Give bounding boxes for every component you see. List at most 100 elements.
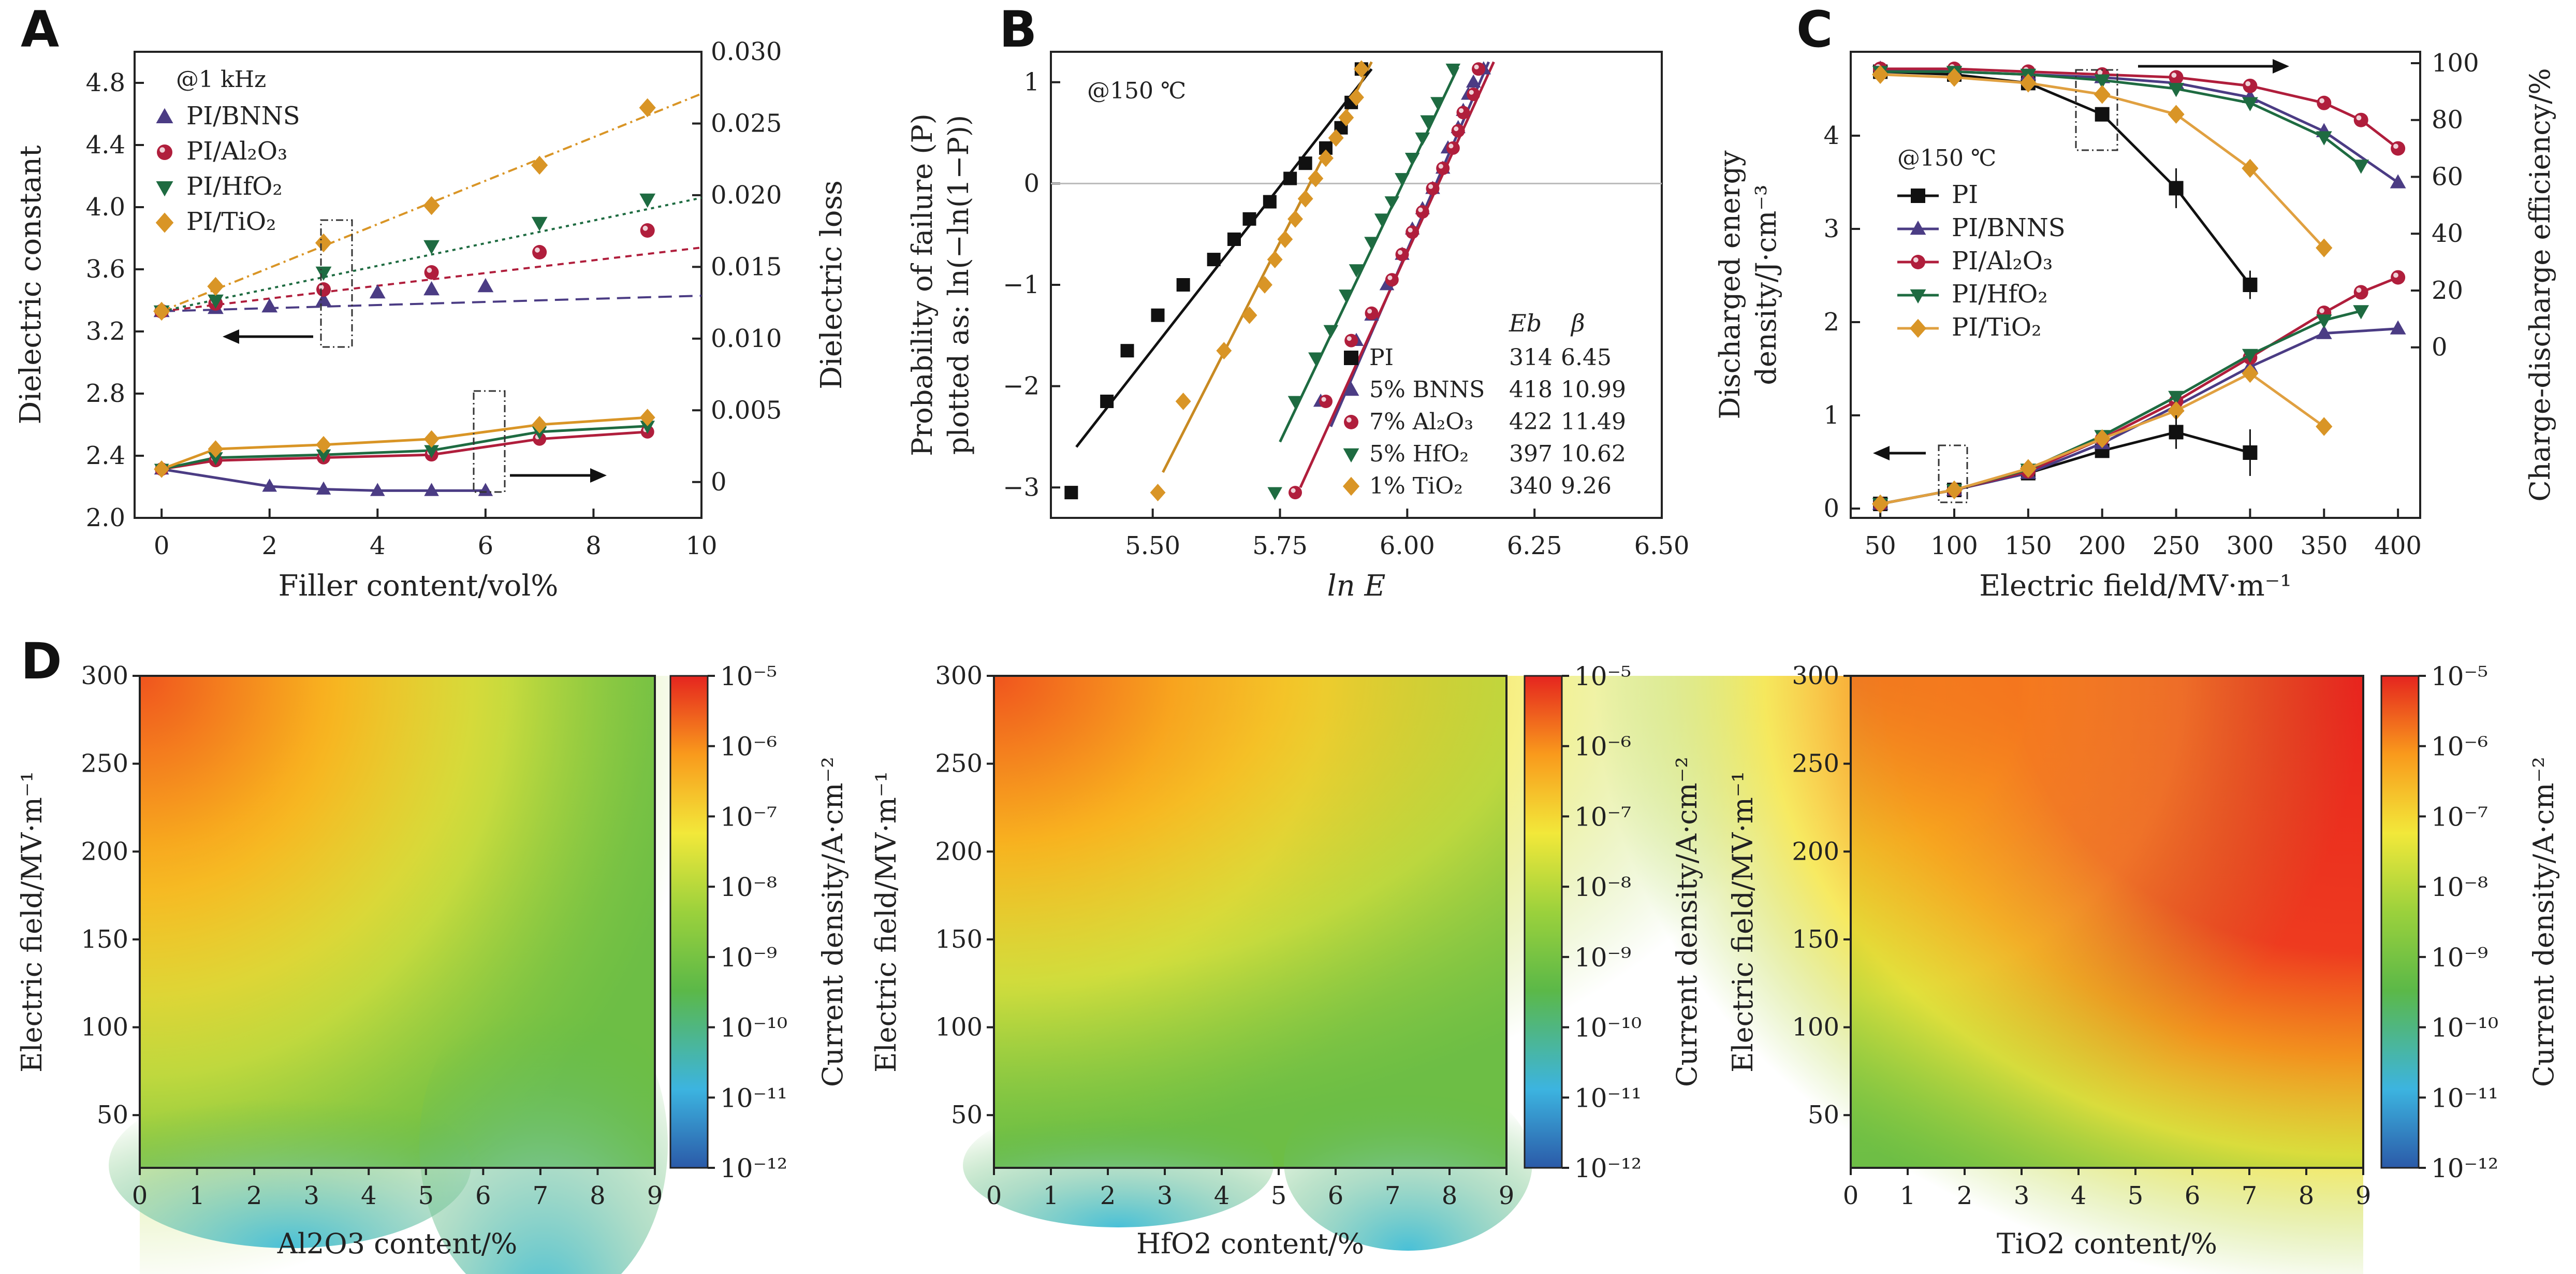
data-point-shine: [1469, 90, 1474, 95]
data-point-fill: [316, 282, 331, 297]
panel-a-points: [153, 98, 656, 496]
y-tick-label: 4.0: [86, 193, 125, 222]
y-tick-label: 1: [1023, 68, 1040, 97]
legend-marker: [155, 212, 174, 233]
y-tick-label: 200: [935, 837, 983, 866]
loss-line: [161, 416, 648, 471]
data-point: [423, 196, 440, 215]
data-point: [316, 436, 331, 454]
fit-line: [161, 197, 702, 312]
data-point-fill: [1344, 334, 1358, 348]
x-tick-label: 9: [1499, 1181, 1515, 1210]
legend-marker: [156, 181, 173, 197]
colorbar-tick-label: 10⁻¹⁰: [1574, 1013, 1642, 1043]
data-point: [1384, 196, 1400, 210]
data-point-shine: [1321, 397, 1326, 402]
data-point: [1404, 153, 1420, 166]
data-point-shine: [1291, 488, 1296, 493]
legend-beta-value: 11.49: [1561, 409, 1626, 435]
data-point: [1289, 486, 1302, 500]
data-point-shine: [1438, 164, 1443, 169]
colorbar-tick-label: 10⁻¹¹: [2431, 1083, 2498, 1113]
legend-eb-value: 340: [1509, 473, 1553, 499]
y-tick-label: 3: [1823, 214, 1839, 243]
x-tick-label: 0: [1843, 1181, 1859, 1210]
data-point-fill: [1395, 248, 1409, 262]
x-tick-label: 3: [2014, 1181, 2030, 1210]
legend-beta-value: 10.99: [1561, 377, 1626, 403]
x-tick-label: 4: [361, 1181, 377, 1210]
right-arrow-icon: [2138, 59, 2289, 74]
x-tick-label: 9: [647, 1181, 663, 1210]
legend-label: 1% TiO₂: [1369, 473, 1463, 499]
y-right-tick-label: 0.025: [711, 109, 782, 138]
data-point-shine: [1408, 227, 1413, 233]
data-point: [1406, 225, 1419, 239]
x-tick-label: 0: [986, 1181, 1002, 1210]
data-point: [1287, 396, 1303, 409]
y-tick-label: 1: [1823, 401, 1839, 430]
panel-a-highlight-box-1: [320, 219, 353, 348]
heatmap-al2o3: [109, 675, 707, 1274]
data-point: [1308, 169, 1324, 187]
legend-marker: [157, 144, 172, 160]
y-tick-label: 300: [81, 661, 128, 690]
data-point: [2242, 349, 2258, 364]
data-point: [2242, 97, 2258, 111]
y-tick-label: 300: [1792, 661, 1839, 690]
x-tick-label: 6: [2185, 1181, 2201, 1210]
heatmap-ylabel: Electric field/MV·m⁻¹: [1726, 771, 1759, 1073]
data-point: [639, 98, 656, 118]
data-point: [315, 266, 332, 281]
y-tick-label: 2: [1823, 308, 1839, 337]
y-right-tick-label: 40: [2432, 219, 2463, 248]
legend-marker: [1909, 319, 1927, 338]
data-point: [1415, 205, 1429, 219]
y-right-tick-label: 0: [711, 468, 727, 497]
legend-marker: [1343, 448, 1359, 463]
data-point: [316, 481, 331, 495]
y-tick-label: −1: [1003, 270, 1040, 299]
panel-a-ylabel-right: Dielectric loss: [815, 180, 848, 389]
legend-marker: [1910, 289, 1926, 304]
x-tick-label: 6.00: [1380, 531, 1435, 560]
data-point: [2353, 305, 2369, 320]
data-point: [1426, 182, 1440, 196]
data-point: [208, 452, 223, 466]
x-tick-label: 2: [246, 1181, 262, 1210]
legend-marker: [156, 108, 173, 123]
data-point-fill: [1385, 273, 1399, 287]
legend-eb-value: 418: [1509, 377, 1553, 403]
heatmap-ylabel: Electric field/MV·m⁻¹: [870, 771, 902, 1073]
x-tick-label: 1: [189, 1181, 205, 1210]
data-point-fill: [424, 265, 439, 280]
x-tick-label: 50: [1865, 531, 1896, 560]
data-point-shine: [1474, 64, 1479, 69]
x-tick-label: 250: [2153, 531, 2200, 560]
data-point: [2353, 285, 2368, 300]
legend-marker-fill: [1344, 415, 1358, 429]
data-point: [1267, 487, 1282, 501]
data-point-shine: [1346, 336, 1352, 341]
y-tick-label: 100: [1792, 1013, 1839, 1042]
panel-label-a: A: [21, 1, 59, 59]
data-point: [423, 240, 440, 255]
data-point-shine: [1454, 126, 1459, 132]
data-point: [1263, 195, 1277, 209]
data-point: [2242, 158, 2259, 178]
panel-label-d: D: [21, 632, 62, 690]
legend-label: PI/TiO₂: [186, 207, 276, 236]
data-point: [2094, 85, 2111, 104]
y-tick-label: 2.4: [86, 441, 125, 470]
x-tick-label: 6: [475, 1181, 491, 1210]
panel-c-xlabel: Electric field/MV·m⁻¹: [1979, 569, 2291, 603]
x-tick-label: 2: [1957, 1181, 1973, 1210]
data-point: [2168, 105, 2185, 124]
y-tick-label: 50: [1808, 1101, 1839, 1130]
data-point: [1338, 109, 1354, 127]
data-point: [531, 155, 548, 175]
data-point: [1353, 60, 1369, 78]
fit-line: [162, 295, 702, 312]
panel-a-highlight-box-2: [473, 390, 506, 493]
